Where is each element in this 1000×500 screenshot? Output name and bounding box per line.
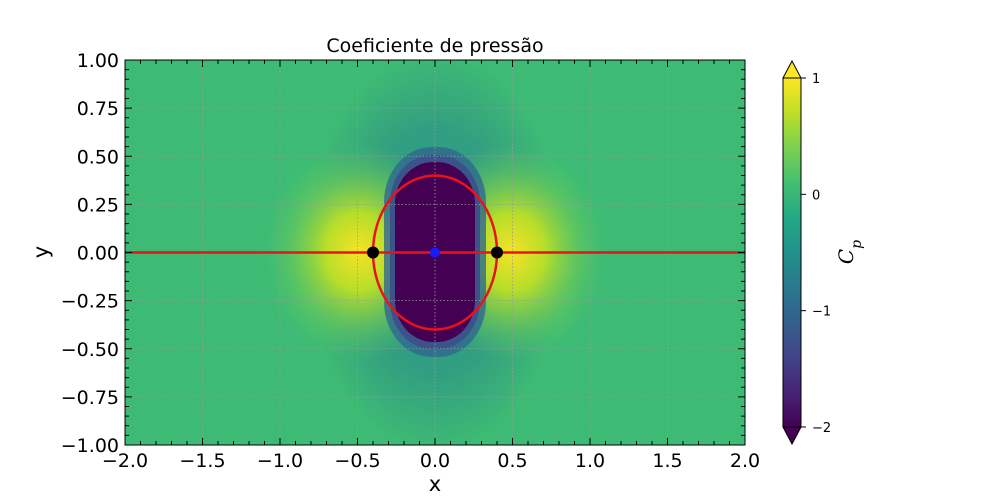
colorbar-tick-label: 1: [812, 72, 820, 87]
y-tick-label: −0.50: [61, 339, 119, 361]
colorbar-label-main: C: [834, 249, 858, 264]
y-tick-label: 0.25: [77, 194, 119, 216]
x-tick-label: −0.5: [334, 450, 380, 472]
colorbar-tick-label: −2: [812, 421, 831, 436]
y-tick-label: 0.00: [77, 243, 119, 265]
x-tick-label: −1.0: [257, 450, 303, 472]
x-tick-labels: −2.0 −1.5 −1.0 −0.5 0.0 0.5 1.0 1.5 2.0: [102, 450, 760, 472]
y-tick-label: −0.75: [61, 387, 119, 409]
colorbar-extend-bottom: [782, 426, 802, 446]
y-tick-label: 1.00: [77, 50, 119, 72]
stagnation-point: [491, 246, 503, 259]
y-tick-label: 0.75: [77, 98, 119, 120]
y-tick-label: −0.25: [61, 291, 119, 313]
colorbar-label: Cp: [834, 240, 865, 264]
colorbar-tick-label: −1: [812, 305, 831, 320]
axis-ticks: [124, 59, 746, 446]
y-tick-label: −1.00: [61, 435, 119, 457]
x-axis-label: x: [429, 472, 441, 496]
plot-area: [125, 60, 745, 445]
x-tick-label: 2.0: [730, 450, 760, 472]
x-tick-label: 1.0: [575, 450, 605, 472]
colorbar: 1 0 −1 −2 Cp: [782, 59, 865, 446]
colorbar-ticks: 1 0 −1 −2: [801, 72, 831, 436]
y-axis-label: y: [29, 246, 53, 258]
colorbar-tick-label: 0: [812, 188, 820, 203]
colorbar-gradient: [782, 77, 802, 428]
x-tick-label: 0.0: [420, 450, 450, 472]
x-tick-label: 1.5: [652, 450, 682, 472]
y-tick-labels: 1.00 0.75 0.50 0.25 0.00 −0.25 −0.50 −0.75 −1.00: [61, 50, 119, 457]
x-tick-label: −1.5: [179, 450, 225, 472]
x-tick-label: −2.0: [102, 450, 148, 472]
source-point: [430, 247, 440, 258]
y-tick-label: 0.50: [77, 146, 119, 168]
colorbar-extend-top: [782, 59, 802, 79]
stagnation-point: [367, 246, 379, 259]
point-marks: [367, 246, 503, 259]
chart-title: Coeficiente de pressão: [326, 35, 543, 57]
x-tick-label: 0.5: [497, 450, 527, 472]
colorbar-label-sub: p: [849, 240, 865, 249]
